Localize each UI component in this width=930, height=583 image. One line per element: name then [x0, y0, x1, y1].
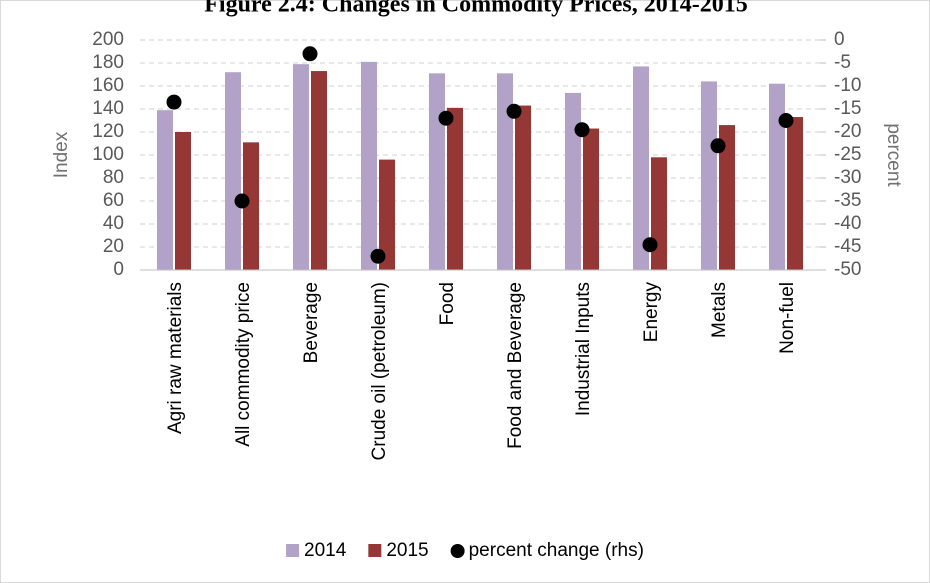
bar	[243, 142, 259, 270]
y-tick-label: 100	[92, 144, 124, 165]
x-tick-label: Metals	[709, 282, 730, 338]
y2-tick-label: -35	[834, 190, 861, 211]
legend-swatch	[286, 544, 300, 557]
bar	[157, 110, 173, 271]
y-tick-label: 180	[92, 52, 124, 73]
bar	[447, 107, 463, 270]
y-tick-label: 60	[103, 190, 124, 211]
y2-axis-title: percent	[883, 123, 904, 187]
x-tick-label: All commodity price	[233, 282, 254, 447]
legend-label: 2014	[304, 540, 347, 561]
x-tick-label: Food	[437, 282, 458, 325]
bar	[719, 125, 735, 270]
point	[506, 103, 522, 119]
bar	[515, 105, 531, 270]
bar	[633, 66, 649, 270]
legend-swatch	[450, 544, 465, 558]
bar	[293, 64, 309, 271]
y-tick-label: 0	[113, 259, 124, 280]
legend-label: percent change (rhs)	[469, 540, 644, 561]
y2-tick-label: -5	[834, 52, 851, 73]
y-tick-label: 120	[92, 121, 124, 142]
y2-tick-label: -25	[834, 144, 861, 165]
point	[438, 110, 454, 126]
x-tick-label: Non-fuel	[777, 282, 798, 354]
bar	[175, 132, 191, 270]
y-tick-label: 20	[103, 236, 124, 257]
y2-tick-label: -20	[834, 121, 861, 142]
x-tick-label: Energy	[641, 282, 662, 343]
bar	[583, 128, 599, 270]
x-tick-label: Beverage	[301, 282, 322, 363]
y2-tick-label: -10	[834, 75, 861, 96]
x-tick-label: Agri raw materials	[165, 282, 186, 434]
x-tick-label: Crude oil (petroleum)	[369, 282, 390, 460]
y2-tick-label: -15	[834, 98, 861, 119]
bar	[565, 92, 581, 271]
y-tick-label: 160	[92, 75, 124, 96]
point	[370, 248, 386, 264]
x-tick-label: Food and Beverage	[505, 282, 526, 449]
bar	[311, 71, 327, 270]
bar	[225, 72, 241, 270]
y-tick-label: 140	[92, 98, 124, 119]
y-axis-title: Index	[51, 131, 72, 178]
bar	[769, 83, 785, 270]
legend-label: 2015	[386, 540, 428, 561]
legend-swatch	[368, 544, 382, 557]
point	[778, 113, 794, 128]
y-tick-label: 40	[103, 213, 124, 234]
bar	[497, 73, 513, 270]
point	[166, 94, 182, 110]
y-tick-label: 200	[92, 29, 124, 50]
y2-tick-label: -30	[834, 167, 861, 188]
x-tick-label: Industrial Inputs	[573, 282, 594, 416]
point	[710, 138, 726, 154]
bar	[379, 159, 395, 270]
bar	[787, 117, 803, 270]
y2-tick-label: -45	[834, 236, 861, 257]
bar	[651, 157, 667, 270]
point	[642, 237, 658, 253]
y2-tick-label: -50	[834, 259, 861, 280]
y2-tick-label: -40	[834, 213, 861, 234]
bar	[701, 81, 717, 271]
point	[574, 122, 590, 138]
point	[234, 193, 250, 209]
bar	[429, 73, 445, 270]
bar	[361, 61, 377, 270]
point	[302, 46, 318, 62]
y2-tick-label: 0	[834, 29, 845, 50]
chart-title: Figure 2.4: Changes in Commodity Prices,…	[204, 0, 748, 18]
y-tick-label: 80	[103, 167, 124, 188]
